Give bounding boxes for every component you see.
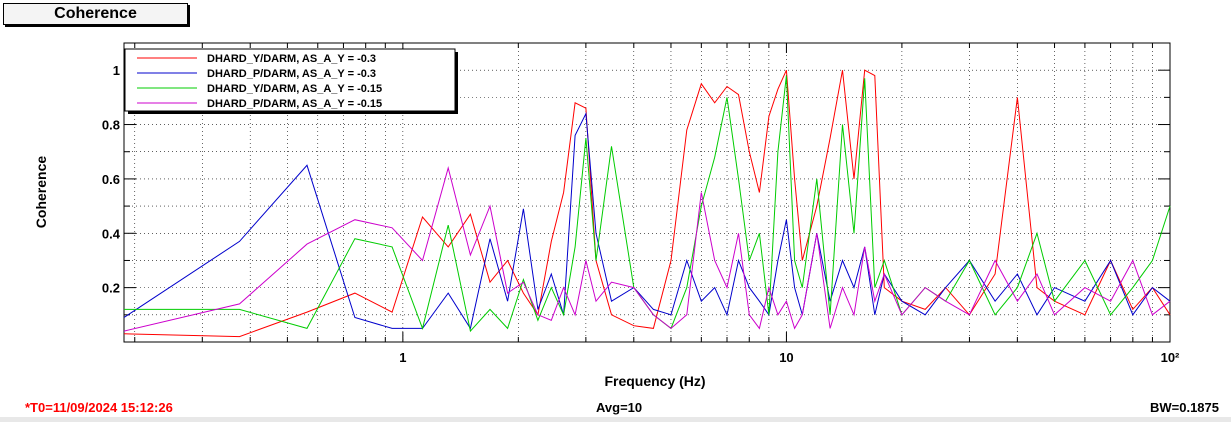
series-line-3 <box>124 75 1171 333</box>
legend-label-1: DHARD_Y/DARM, AS_A_Y = -0.3 <box>207 53 376 65</box>
y-tick-label: 1 <box>113 63 120 78</box>
axis-ticks: 0.2 0.4 0.6 0.8 1 1 10 10² <box>102 43 1180 365</box>
x-axis-label: Frequency (Hz) <box>604 373 705 389</box>
chart-title-box: Coherence <box>3 3 188 25</box>
bandwidth-value: BW=0.1875 <box>1149 400 1219 415</box>
legend-label-2: DHARD_P/DARM, AS_A_Y = -0.3 <box>207 68 376 80</box>
x-tick-label: 10 <box>779 350 793 365</box>
t0-timestamp: *T0=11/09/2024 15:12:26 <box>25 400 173 415</box>
legend-label-4: DHARD_P/DARM, AS_A_Y = -0.15 <box>207 98 382 110</box>
coherence-plot: 0.2 0.4 0.6 0.8 1 1 10 10² DHARD_Y/DARM, AS_A_Y… <box>33 42 1180 389</box>
legend-label-3: DHARD_Y/DARM, AS_A_Y = -0.15 <box>207 83 382 95</box>
x-tick-label: 1 <box>399 350 406 365</box>
series-line-2 <box>123 111 1171 330</box>
x-tick-label: 10² <box>1161 350 1180 365</box>
averages-count: Avg=10 <box>596 400 643 415</box>
y-tick-label: 0.8 <box>102 118 120 133</box>
y-tick-label: 0.2 <box>102 281 120 296</box>
legend: DHARD_Y/DARM, AS_A_Y = -0.3 DHARD_P/DARM,… <box>124 48 458 114</box>
series-group <box>123 69 1171 338</box>
legend-box <box>124 48 456 112</box>
y-tick-label: 0.6 <box>102 172 120 187</box>
y-axis-label: Coherence <box>33 156 49 229</box>
series-line-1 <box>123 69 1171 338</box>
y-tick-label: 0.4 <box>102 226 121 241</box>
series-line-4 <box>123 166 1171 332</box>
bottom-strip <box>0 417 1231 422</box>
